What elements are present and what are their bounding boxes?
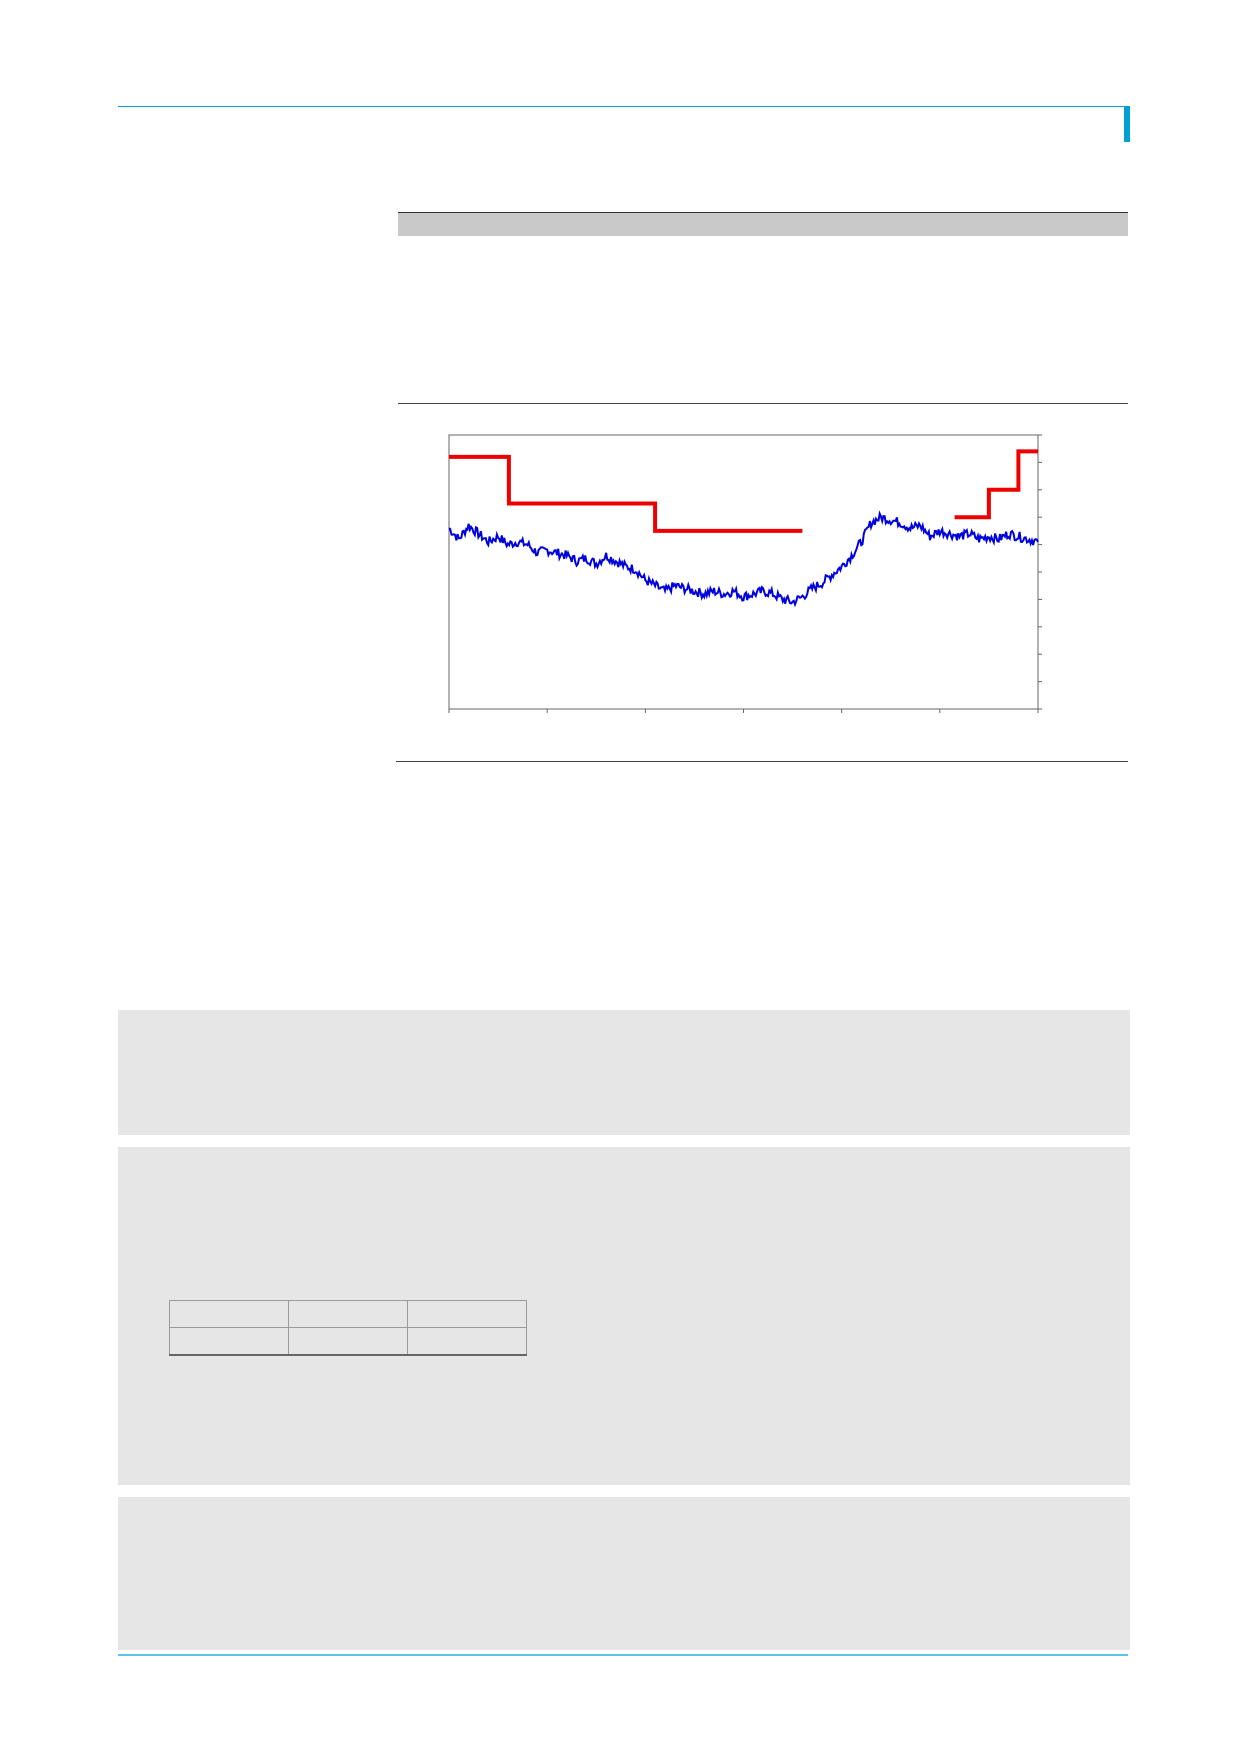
chart-divider [398, 403, 1128, 404]
series-red-step-1 [449, 454, 803, 533]
summary-table [169, 1300, 527, 1356]
info-panel-2 [118, 1147, 1130, 1485]
info-panel-3 [118, 1497, 1130, 1650]
header-rule [118, 106, 1128, 107]
table-cell [288, 1300, 408, 1328]
table-cell [407, 1327, 527, 1356]
chart-header-bar [398, 213, 1128, 236]
header-tab-marker [1124, 106, 1130, 142]
table-cell [169, 1300, 289, 1328]
footer-rule [118, 1654, 1128, 1656]
table-cell [288, 1327, 408, 1356]
plot-frame [448, 434, 1039, 710]
series-red-step-2 [954, 449, 1038, 520]
table-cell [169, 1327, 289, 1356]
series-blue-line [448, 510, 1039, 608]
chart-header-rule [398, 212, 1128, 213]
chart-bottom-rule [396, 761, 1128, 762]
table-cell [407, 1300, 527, 1328]
line-chart [448, 434, 1042, 713]
table-row [169, 1327, 527, 1356]
info-panel-1 [118, 1010, 1130, 1135]
table-row [169, 1300, 527, 1328]
